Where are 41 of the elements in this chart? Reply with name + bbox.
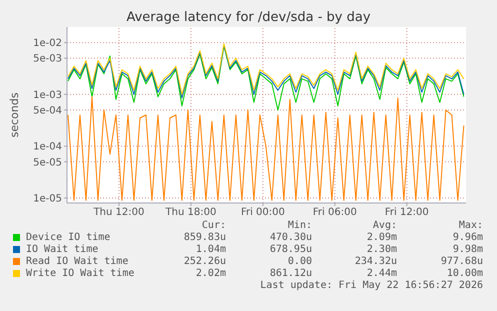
line-series xyxy=(68,96,464,201)
text: Max: xyxy=(458,220,483,231)
text: 470.30u xyxy=(270,232,312,243)
text: 678.95u xyxy=(270,244,312,255)
text: 859.83u xyxy=(184,232,226,243)
y-tick-label: 1e-02 xyxy=(33,38,62,50)
text: 2.30m xyxy=(366,244,397,255)
x-tick-label: Fri 12:00 xyxy=(384,207,429,218)
legend-label: IO Wait time xyxy=(26,244,98,255)
text: 2.44m xyxy=(366,268,397,279)
text: 861.12u xyxy=(270,268,312,279)
text: 252.26u xyxy=(184,256,226,267)
text: 234.32u xyxy=(354,256,397,267)
x-tick-label: Thu 18:00 xyxy=(164,207,216,218)
text: 10.00m xyxy=(446,268,483,279)
y-tick-label: 5e-03 xyxy=(33,54,62,65)
text: Cur: xyxy=(202,220,226,231)
y-tick-label: 1e-05 xyxy=(33,194,62,205)
chart-title: Average latency for /dev/sda - by day xyxy=(125,10,372,25)
text: 1.04m xyxy=(196,244,226,255)
x-tick-label: Fri 00:00 xyxy=(240,207,285,218)
y-tick-label: 1e-04 xyxy=(33,142,62,153)
legend-label: Device IO time xyxy=(26,232,110,243)
text: 9.96m xyxy=(452,232,483,243)
y-tick-label: 1e-03 xyxy=(33,90,62,101)
y-tick-label: 5e-05 xyxy=(33,157,62,168)
text: Avg: xyxy=(372,220,397,231)
x-tick-label: Fri 06:00 xyxy=(312,207,357,218)
text: 9.98m xyxy=(452,244,483,255)
text: Last update: Fri May 22 16:56:27 2026 xyxy=(260,280,483,291)
text: Min: xyxy=(288,220,312,231)
legend-label: Read IO Wait time xyxy=(26,256,128,267)
text: 0.00 xyxy=(288,256,312,267)
line-series xyxy=(68,46,464,110)
x-tick-label: Thu 12:00 xyxy=(92,207,144,218)
text: 2.09m xyxy=(366,232,397,243)
legend-label: Write IO Wait time xyxy=(26,268,134,279)
text: 2.02m xyxy=(196,268,226,279)
y-tick-label: 5e-04 xyxy=(33,106,62,117)
y-axis-title: seconds xyxy=(8,92,21,138)
text: 977.68u xyxy=(440,256,483,267)
